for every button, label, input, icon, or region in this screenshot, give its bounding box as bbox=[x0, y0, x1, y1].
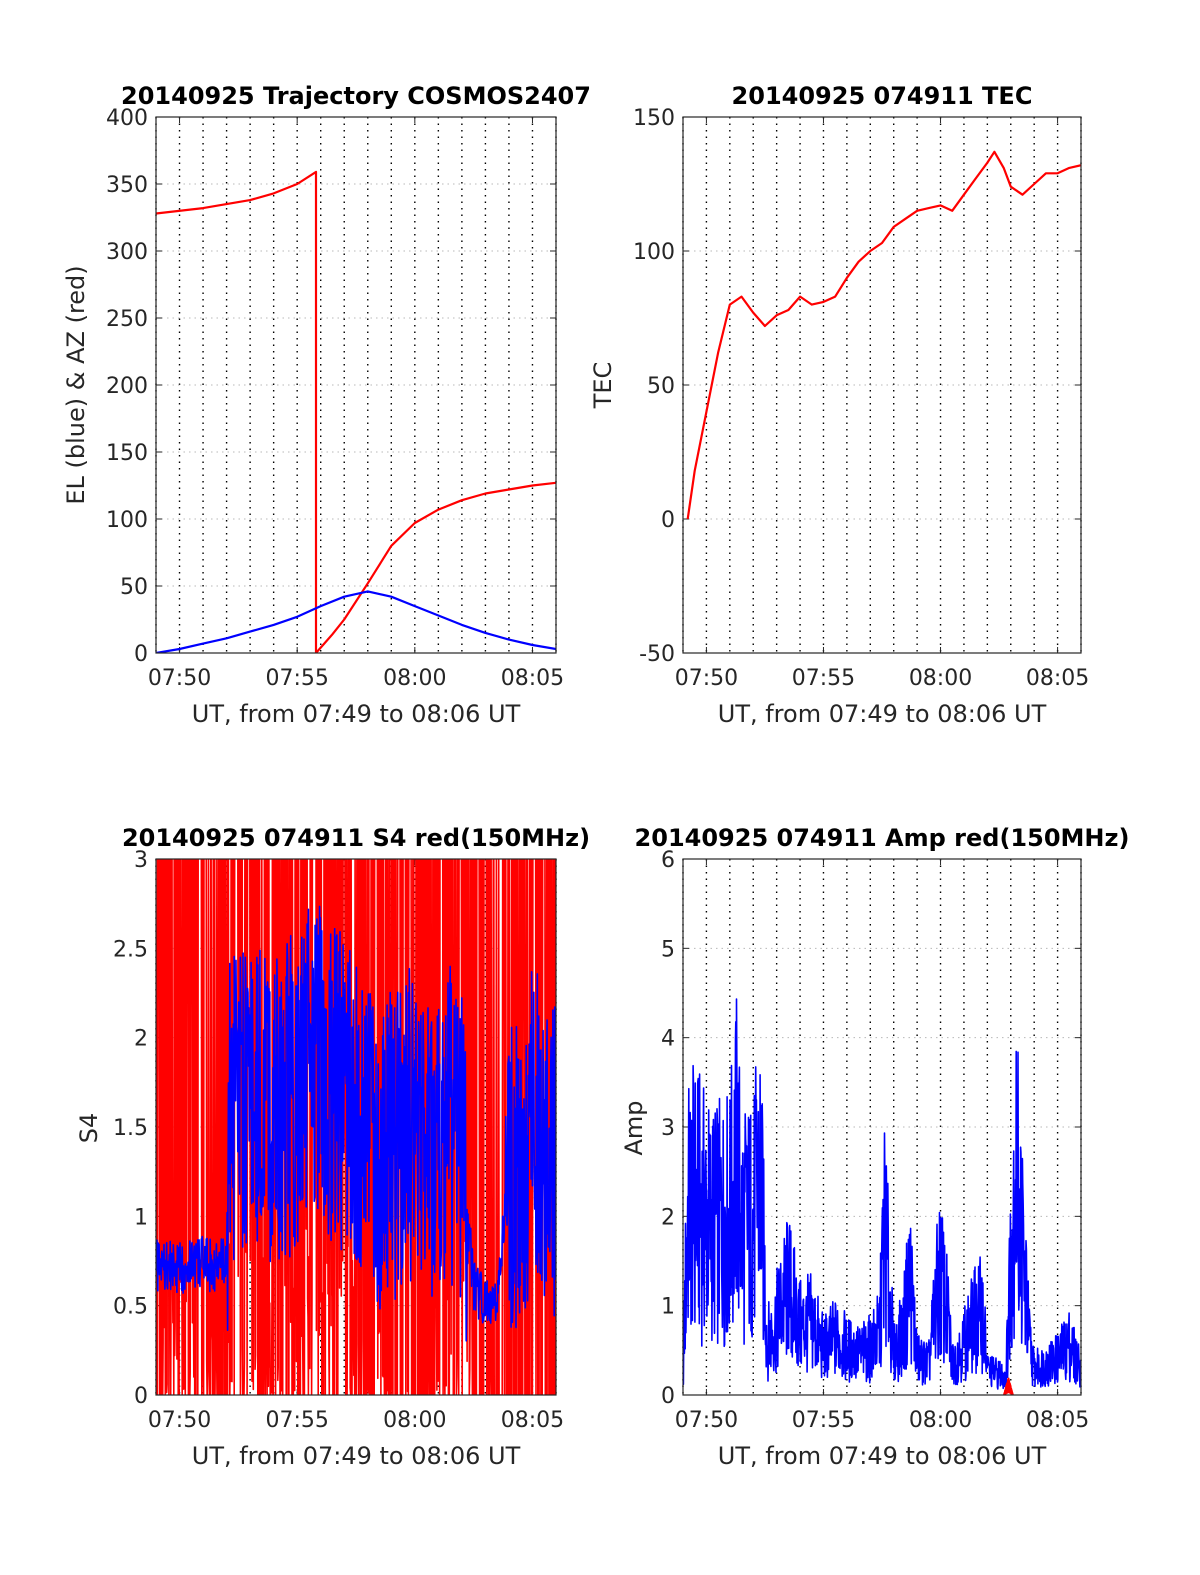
y-tick-label: 100 bbox=[106, 508, 148, 533]
y-tick-label: 0.5 bbox=[113, 1295, 148, 1320]
series-line bbox=[683, 998, 1081, 1390]
series-line bbox=[156, 170, 556, 653]
y-tick-label: 300 bbox=[106, 240, 148, 265]
y-tick-label: 200 bbox=[106, 374, 148, 399]
y-tick-label: 1 bbox=[661, 1295, 675, 1320]
x-tick-label: 07:50 bbox=[675, 666, 738, 691]
series-line bbox=[1003, 1377, 1014, 1395]
x-tick-label: 08:00 bbox=[383, 666, 446, 691]
x-axis-label: UT, from 07:49 to 08:06 UT bbox=[192, 1442, 521, 1470]
y-tick-label: 0 bbox=[661, 508, 675, 533]
y-tick-label: 250 bbox=[106, 307, 148, 332]
y-tick-label: -50 bbox=[639, 642, 675, 667]
y-tick-label: 2 bbox=[134, 1027, 148, 1052]
tec-panel: 20140925 074911 TEC UT, from 07:49 to 08… bbox=[589, 82, 1089, 728]
y-tick-label: 0 bbox=[661, 1384, 675, 1409]
x-tick-label: 08:05 bbox=[1026, 666, 1089, 691]
series-line bbox=[156, 905, 556, 1342]
x-tick-label: 08:00 bbox=[909, 1408, 972, 1433]
axes-box bbox=[682, 116, 1082, 654]
x-tick-label: 08:05 bbox=[1026, 1408, 1089, 1433]
trajectory-panel: 20140925 Trajectory COSMOS2407 UT, from … bbox=[62, 82, 591, 728]
y-tick-label: 5 bbox=[661, 937, 675, 962]
x-tick-label: 07:50 bbox=[148, 666, 211, 691]
y-tick-label: 0 bbox=[134, 1384, 148, 1409]
y-tick-label: 4 bbox=[661, 1027, 675, 1052]
y-tick-label: 150 bbox=[106, 441, 148, 466]
x-axis-label: UT, from 07:49 to 08:06 UT bbox=[192, 700, 521, 728]
y-axis-label: EL (blue) & AZ (red) bbox=[62, 265, 90, 504]
panel-title: 20140925 074911 Amp red(150MHz) bbox=[635, 824, 1130, 852]
x-tick-label: 07:55 bbox=[265, 1408, 328, 1433]
amp-panel: 20140925 074911 Amp red(150MHz) UT, from… bbox=[620, 824, 1129, 1470]
axes-box bbox=[155, 858, 557, 1396]
y-tick-label: 1.5 bbox=[113, 1116, 148, 1141]
y-tick-label: 150 bbox=[633, 106, 675, 131]
y-tick-label: 100 bbox=[633, 240, 675, 265]
x-tick-label: 07:50 bbox=[148, 1408, 211, 1433]
x-tick-label: 07:55 bbox=[792, 666, 855, 691]
x-tick-label: 08:00 bbox=[909, 666, 972, 691]
panel-title: 20140925 074911 TEC bbox=[732, 82, 1033, 110]
x-tick-label: 07:55 bbox=[265, 666, 328, 691]
plot-area: 0 50 100 150 200 250 300 350 400 07:50 07:55 08:00 0… bbox=[106, 106, 564, 691]
y-tick-label: 2 bbox=[661, 1205, 675, 1230]
y-tick-label: 3 bbox=[134, 848, 148, 873]
x-tick-label: 07:50 bbox=[675, 1408, 738, 1433]
plot-area: -50 0 50 100 150 07:50 07:55 08:00 08:05 bbox=[633, 106, 1089, 691]
x-tick-label: 08:05 bbox=[501, 666, 564, 691]
x-axis-label: UT, from 07:49 to 08:06 UT bbox=[718, 700, 1047, 728]
panel-title: 20140925 Trajectory COSMOS2407 bbox=[121, 82, 591, 110]
y-axis-label: S4 bbox=[75, 1113, 103, 1144]
y-tick-label: 400 bbox=[106, 106, 148, 131]
x-tick-label: 08:05 bbox=[501, 1408, 564, 1433]
plot-area: 0 0.5 1 1.5 2 2.5 3 07:50 07:55 08:00 08:05 bbox=[113, 848, 564, 1433]
x-tick-label: 07:55 bbox=[792, 1408, 855, 1433]
y-axis-label: TEC bbox=[589, 362, 617, 410]
series-line bbox=[686, 150, 1081, 520]
x-tick-label: 08:00 bbox=[383, 1408, 446, 1433]
axes-box bbox=[682, 858, 1082, 1396]
y-tick-label: 0 bbox=[134, 642, 148, 667]
y-axis-label: Amp bbox=[620, 1100, 648, 1155]
plot-area: 0 1 2 3 4 5 6 07:50 07:55 08:00 08:05 bbox=[661, 848, 1089, 1433]
x-axis-label: UT, from 07:49 to 08:06 UT bbox=[718, 1442, 1047, 1470]
series-line bbox=[156, 590, 556, 653]
axes-box bbox=[155, 116, 557, 654]
y-tick-label: 1 bbox=[134, 1205, 148, 1230]
y-tick-label: 2.5 bbox=[113, 937, 148, 962]
y-tick-label: 50 bbox=[120, 575, 148, 600]
s4-panel: 20140925 074911 S4 red(150MHz) UT, from … bbox=[75, 824, 590, 1470]
panel-title: 20140925 074911 S4 red(150MHz) bbox=[122, 824, 590, 852]
y-tick-label: 350 bbox=[106, 173, 148, 198]
y-tick-label: 50 bbox=[647, 374, 675, 399]
y-tick-label: 3 bbox=[661, 1116, 675, 1141]
y-tick-label: 6 bbox=[661, 848, 675, 873]
